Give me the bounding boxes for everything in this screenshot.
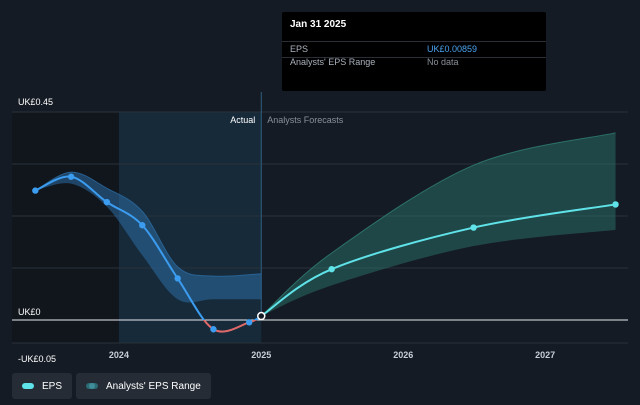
eps-actual-point-0 [32,187,39,194]
eps-forecast-line [260,203,616,317]
actual-range-band [35,172,262,303]
legend: EPS Analysts' EPS Range [12,373,211,399]
eps-actual-point-6 [246,319,253,326]
tooltip-range-value: No data [427,57,459,67]
x-tick-label-2: 2026 [393,350,413,360]
eps-actual-point-4 [174,275,181,282]
eps-forecast-point-1 [328,265,335,273]
eps-actual-line [34,175,262,320]
eps-actual-point-5 [210,326,217,333]
eps-forecast-point-2 [470,224,477,231]
legend-range-label: Analysts' EPS Range [106,380,201,392]
legend-eps-label: EPS [42,380,63,392]
forecast-range-band-upper [260,132,616,317]
tooltip: Jan 31 2025 EPS UK£0.00859 Analysts' EPS… [282,12,546,91]
tooltip-range-row: Analysts' EPS Range No data [282,56,546,70]
y-tick-label-2: -UK£0.05 [18,354,56,364]
tooltip-eps-row: EPS UK£0.00859 [282,43,546,57]
tooltip-range-label: Analysts' EPS Range [290,57,376,67]
y-tick-label-1: UK£0 [18,307,41,317]
legend-eps-button[interactable]: EPS [12,373,73,399]
range-swatch-icon [86,383,99,389]
eps-current-point [257,311,266,321]
y-tick-label-0: UK£0.45 [18,97,53,107]
eps-swatch-icon [22,383,34,389]
x-tick-label-1: 2025 [251,350,271,360]
eps-actual-point-1 [67,173,75,180]
eps-forecast-point-3 [612,201,619,208]
past-region [12,112,119,343]
forecast-label: Analysts Forecasts [267,115,344,125]
actual-range-band-upper [35,171,262,277]
x-tick-label-3: 2027 [535,350,555,360]
legend-range-button[interactable]: Analysts' EPS Range [76,373,211,399]
actual-label: Actual [230,115,255,125]
x-tick-label-0: 2024 [109,350,129,360]
tooltip-eps-label: EPS [290,44,309,54]
forecast-range-band [261,132,616,317]
eps-actual-point-2 [103,198,111,206]
tooltip-date: Jan 31 2025 [290,19,347,30]
tooltip-eps-value: UK£0.00859 [427,44,478,54]
eps-actual-point-3 [139,222,146,229]
